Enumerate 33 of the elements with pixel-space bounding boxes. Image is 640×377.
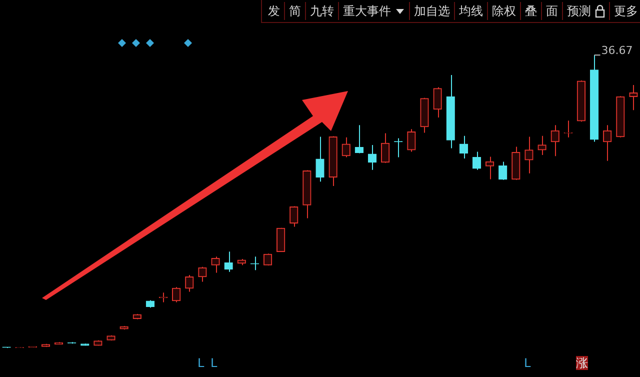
text: 简 [289,2,301,20]
candlestick [407,128,416,152]
text: 预测 [567,2,591,20]
candlestick [316,136,324,182]
candlestick [629,84,638,111]
text: 面 [546,2,558,20]
text: 叠 [525,2,537,20]
text: 涨 [576,356,588,370]
candlestick [290,206,298,228]
candlestick [211,256,220,274]
text: 重大事件 [343,2,391,20]
candlestick [342,136,350,158]
candlestick [185,274,194,292]
text: 更多 [614,2,638,20]
candlestick [380,132,390,164]
annotation: 36.67 [601,44,633,57]
candlestick [550,124,560,157]
candlestick [603,124,612,162]
candlestick [354,124,364,154]
text: 加自选 [414,2,450,20]
candlestick [198,266,207,282]
candlestick [433,86,442,118]
text: L [210,356,218,370]
candlestick [224,251,233,272]
candlestick [524,136,534,174]
text: L [524,356,531,370]
text: 除权 [492,2,516,20]
text: 发 [268,2,280,20]
candlestick [485,156,494,180]
candlestick [538,135,546,156]
text: L [197,356,204,370]
text: 九转 [310,2,334,20]
text: 均线 [459,2,483,20]
